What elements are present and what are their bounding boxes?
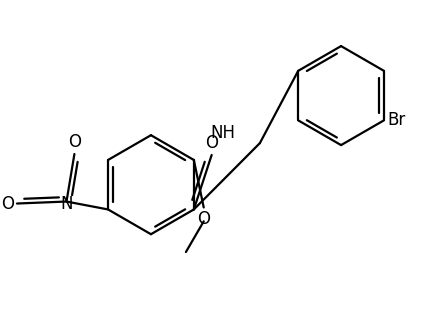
Text: N: N — [60, 194, 73, 213]
Text: O: O — [68, 133, 81, 151]
Text: Br: Br — [387, 111, 405, 129]
Text: NH: NH — [211, 124, 235, 142]
Text: O: O — [197, 210, 210, 228]
Text: O: O — [1, 194, 14, 213]
Text: O: O — [205, 134, 218, 152]
